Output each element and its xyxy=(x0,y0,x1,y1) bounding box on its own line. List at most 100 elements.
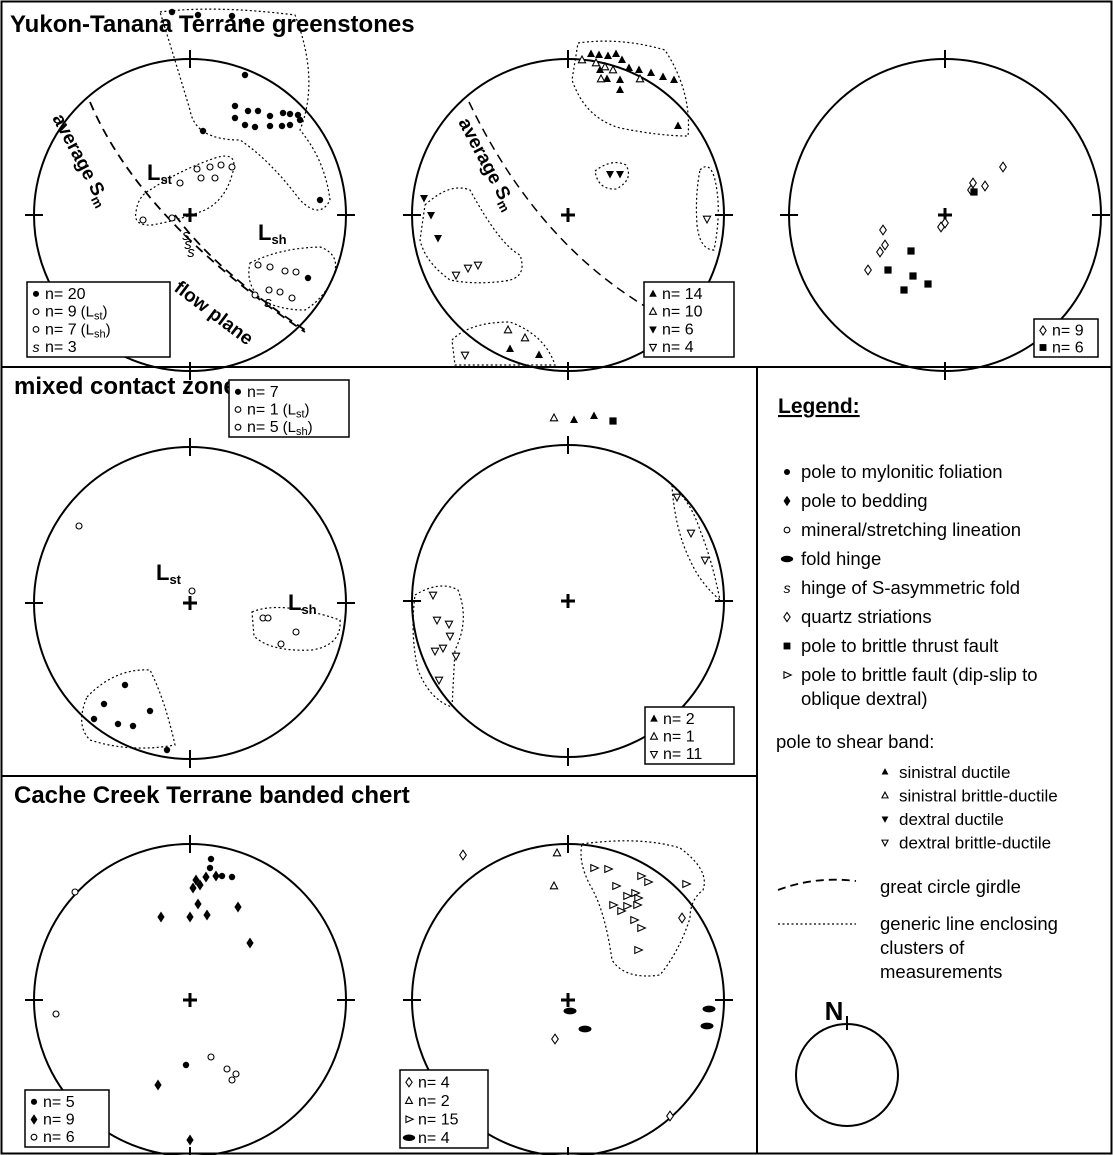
count-box-yt1: n= 20n= 9 (Lst)n= 7 (Lsh) s n= 3 xyxy=(26,281,171,358)
open-circle-symbol xyxy=(197,174,205,182)
cluster-outlines xyxy=(52,8,721,977)
filled-circle-symbol xyxy=(90,715,98,723)
tri-down-open-symbol xyxy=(702,215,712,225)
diamond-open-symbol xyxy=(941,217,949,229)
great-circle-girdle xyxy=(468,101,663,317)
filled-circle-symbol xyxy=(266,122,274,130)
diamond-filled-symbol xyxy=(203,909,211,921)
tri-down-filled-symbol xyxy=(606,171,614,179)
tri-right-open-symbol xyxy=(783,670,793,680)
diamond-filled-symbol xyxy=(783,495,791,507)
count-box-frame xyxy=(643,281,735,358)
filled-circle-symbol xyxy=(182,1061,190,1069)
square-filled-symbol xyxy=(900,286,908,294)
count-label: n= 20 xyxy=(45,286,86,303)
tri-up-filled-symbol xyxy=(650,714,658,722)
filled-circle-symbol xyxy=(241,71,249,79)
square-filled-symbol xyxy=(609,417,617,425)
open-circle-symbol xyxy=(207,1053,215,1061)
ellipse-filled-symbol xyxy=(702,1005,716,1013)
cluster-outline xyxy=(248,246,337,311)
count-row: n= 2 xyxy=(650,711,695,728)
tri-up-open-symbol xyxy=(648,306,658,315)
tri-right-open-symbol xyxy=(609,900,619,910)
filled-circle-symbol xyxy=(206,864,214,872)
count-row: n= 5 (Lsh) xyxy=(234,419,313,438)
diamond-open-symbol xyxy=(876,246,884,258)
count-box-mx2: n= 2n= 1n= 11 xyxy=(644,706,735,765)
filled-circle-symbol xyxy=(254,107,262,115)
tri-up-filled-symbol xyxy=(649,289,657,297)
diamond-filled-symbol xyxy=(186,1134,194,1146)
open-circle-symbol xyxy=(254,261,262,269)
open-circle-symbol xyxy=(211,174,219,182)
count-box-yt3: n= 9n= 6 xyxy=(1033,318,1099,358)
filled-circle-symbol xyxy=(286,121,294,129)
diamond-open-symbol xyxy=(981,180,989,192)
count-label: n= 1 (Lst) xyxy=(247,402,310,421)
cluster-outline xyxy=(251,606,341,651)
tri-down-open-symbol xyxy=(881,839,889,848)
legend-item-label: quartz striations xyxy=(801,606,932,627)
ellipse-filled-symbol xyxy=(780,555,794,563)
cluster-outline xyxy=(159,8,331,211)
diamond-filled-symbol xyxy=(194,898,202,910)
count-row: n= 10 xyxy=(648,304,703,321)
filled-circle-symbol xyxy=(234,388,242,395)
tri-up-open-symbol xyxy=(549,412,559,422)
open-circle-symbol xyxy=(251,291,259,299)
filled-circle-symbol xyxy=(163,746,171,754)
tri-up-filled-symbol xyxy=(647,68,655,76)
average-sm-label: average Sm xyxy=(452,114,520,214)
tri-up-filled-symbol xyxy=(674,121,682,129)
diamond-filled-symbol xyxy=(154,1079,162,1091)
square-filled-symbol xyxy=(970,188,978,196)
tri-right-open-symbol xyxy=(637,871,647,881)
filled-circle-symbol xyxy=(194,11,202,19)
tri-up-filled-symbol xyxy=(625,63,633,71)
open-circle-symbol xyxy=(288,294,296,302)
tri-right-open-symbol xyxy=(637,923,647,933)
cluster-outline xyxy=(580,840,705,977)
count-row: n= 14 xyxy=(649,286,703,303)
legend-item-label: dextral brittle-ductile xyxy=(899,834,1051,853)
tri-up-filled-symbol xyxy=(618,55,626,63)
count-row: n= 5 xyxy=(30,1094,75,1111)
open-circle-symbol xyxy=(139,216,147,224)
tri-up-open-symbol xyxy=(577,54,587,64)
filled-circle-symbol xyxy=(32,290,40,297)
tri-right-open-symbol xyxy=(623,891,633,901)
open-circle-symbol xyxy=(292,628,300,636)
tri-right-open-symbol xyxy=(623,901,633,911)
cluster-outline xyxy=(695,166,719,251)
legend: Legend: pole to mylonitic foliationpole … xyxy=(776,395,1058,1127)
open-circle-symbol xyxy=(75,522,83,530)
open-circle-symbol xyxy=(176,179,184,187)
open-circle-symbol xyxy=(32,325,40,333)
cluster-outline xyxy=(451,321,556,366)
open-circle-symbol xyxy=(32,308,40,316)
filled-circle-symbol xyxy=(244,107,252,115)
count-boxes: n= 20n= 9 (Lst)n= 7 (Lsh)s n= 3n= 14n= 10n=… xyxy=(24,281,1099,1149)
count-label: n= 9 (Lst) xyxy=(45,304,108,323)
count-row: n= 4 xyxy=(648,339,694,356)
open-circle-symbol xyxy=(228,163,236,171)
tri-down-filled-symbol xyxy=(420,195,428,203)
legend-item-label: pole to mylonitic foliation xyxy=(801,461,1003,482)
legend-item-label: mineral/stretching lineation xyxy=(801,519,1021,540)
stereonet-yt2 xyxy=(403,50,733,380)
filled-circle-symbol xyxy=(228,873,236,881)
tri-right-open-symbol xyxy=(405,1115,415,1124)
open-circle-symbol xyxy=(265,286,273,294)
count-row: n= 15 xyxy=(405,1111,459,1128)
count-row: n= 6 xyxy=(649,321,694,338)
count-row: n= 11 xyxy=(649,746,702,763)
count-row: n= 4 xyxy=(402,1130,450,1147)
tri-down-open-symbol xyxy=(432,616,442,626)
s-fold-symbol: s xyxy=(182,227,190,244)
count-row: n= 9 (Lst) xyxy=(32,304,108,323)
stereonet-mx1 xyxy=(25,438,355,768)
filled-circle-symbol xyxy=(228,12,236,20)
open-circle-symbol xyxy=(71,888,79,896)
